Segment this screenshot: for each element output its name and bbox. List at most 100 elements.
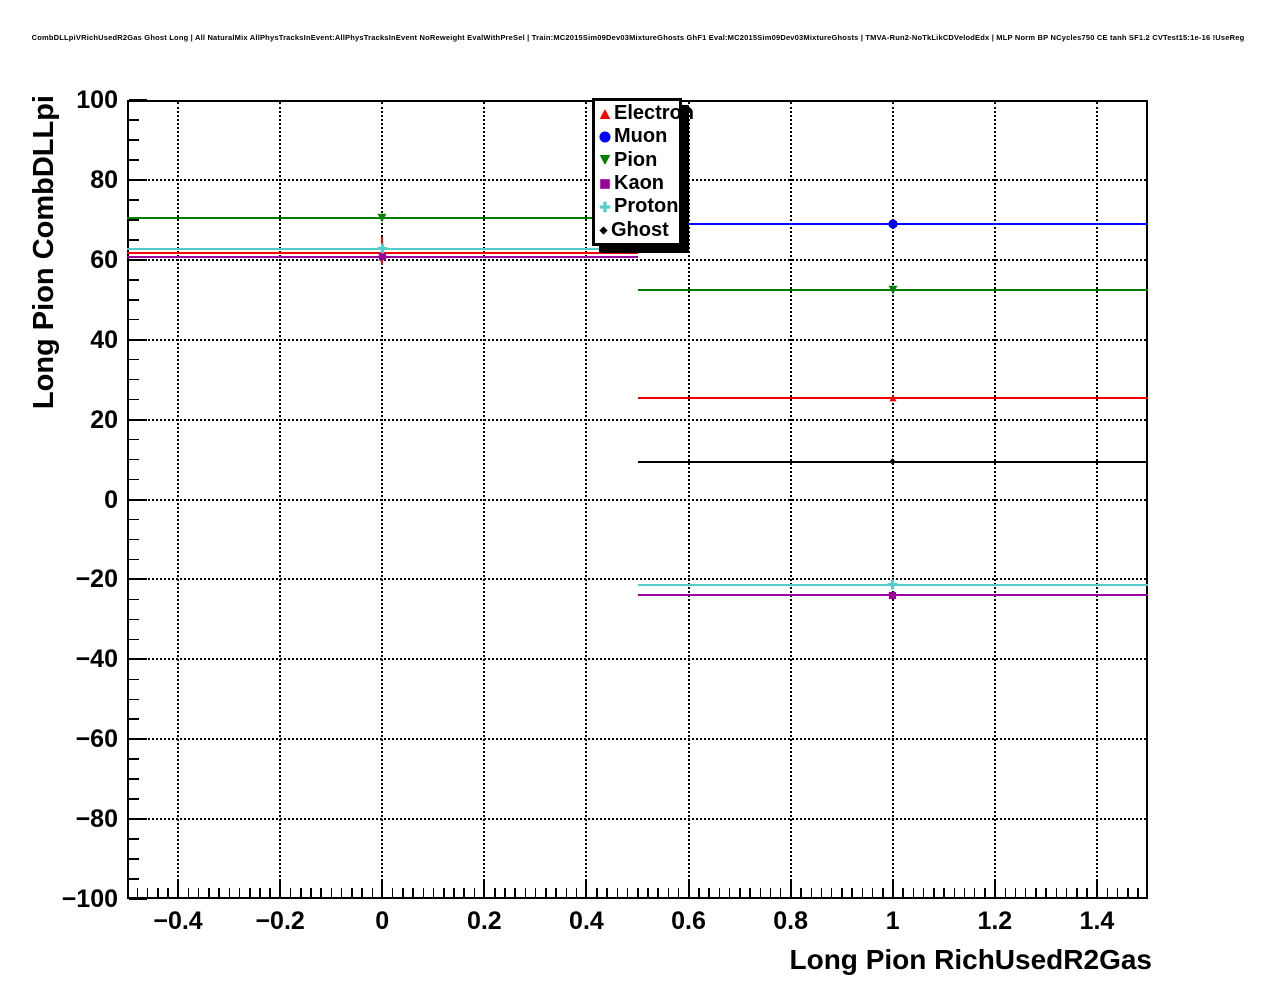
y-tick-label: −20 <box>75 565 118 594</box>
triangle-down-icon <box>599 154 611 166</box>
x-minor-tick <box>861 888 864 897</box>
x-minor-tick <box>208 888 210 897</box>
x-minor-tick <box>933 888 935 897</box>
x-minor-tick <box>310 888 312 897</box>
y-minor-tick <box>129 159 139 161</box>
y-minor-tick <box>129 538 139 541</box>
x-minor-tick <box>728 888 731 897</box>
x-minor-tick <box>1024 888 1027 897</box>
y-minor-tick <box>129 778 139 780</box>
x-minor-tick <box>922 888 925 897</box>
x-tick-label: 0.6 <box>671 907 706 935</box>
x-minor-tick <box>463 888 465 897</box>
x-minor-tick <box>830 888 833 897</box>
x-minor-tick <box>1076 888 1078 897</box>
y-gridline <box>129 738 1146 741</box>
y-major-tick <box>129 99 147 101</box>
y-gridline <box>129 818 1146 821</box>
legend-item-kaon: Kaon <box>595 172 679 195</box>
x-minor-tick <box>514 888 516 897</box>
diamond-icon <box>599 226 608 235</box>
legend-item-muon: Muon <box>595 125 679 148</box>
legend-item-pion: Pion <box>595 149 679 172</box>
x-minor-tick <box>136 888 139 897</box>
y-minor-tick <box>129 718 139 720</box>
y-gridline <box>129 258 1146 261</box>
x-minor-tick <box>320 888 322 897</box>
legend-item-electron: Electron <box>595 102 694 125</box>
x-minor-tick <box>1106 888 1109 897</box>
x-minor-tick <box>973 888 976 897</box>
x-minor-tick <box>677 888 680 897</box>
x-minor-tick <box>626 888 629 897</box>
x-tick-label: 1 <box>885 907 900 935</box>
y-minor-tick <box>129 318 139 321</box>
y-minor-tick <box>129 618 139 621</box>
y-gridline <box>129 338 1146 341</box>
y-gridline <box>129 498 1146 501</box>
x-minor-tick <box>259 888 261 897</box>
legend-label: Pion <box>614 148 658 171</box>
x-minor-tick <box>187 888 190 897</box>
x-minor-tick <box>412 888 414 897</box>
y-gridline <box>129 578 1146 581</box>
y-tick-label: 100 <box>76 86 118 114</box>
x-tick-label: 1.4 <box>1079 907 1115 935</box>
y-minor-tick <box>129 398 139 401</box>
x-minor-tick <box>228 888 231 897</box>
x-minor-tick <box>218 888 220 897</box>
x-minor-tick <box>545 888 547 897</box>
x-minor-tick <box>340 888 343 897</box>
x-minor-tick <box>871 888 874 897</box>
x-minor-tick <box>943 888 945 897</box>
y-minor-tick <box>129 239 139 241</box>
series-marker-muon <box>888 219 898 229</box>
x-major-tick <box>1095 879 1098 897</box>
legend-label: Muon <box>614 125 668 148</box>
x-tick-label: 0 <box>375 907 390 935</box>
series-marker-pion <box>888 285 898 295</box>
x-minor-tick <box>167 888 169 897</box>
y-minor-tick <box>129 698 139 700</box>
y-minor-tick <box>129 438 139 441</box>
x-minor-tick <box>443 888 445 897</box>
x-major-tick <box>891 879 894 897</box>
x-minor-tick <box>300 888 302 897</box>
x-minor-tick <box>269 888 271 897</box>
y-minor-tick <box>129 878 139 880</box>
legend-item-proton: Proton <box>595 195 679 218</box>
x-minor-tick <box>1116 888 1119 897</box>
series-marker-kaon <box>888 591 897 600</box>
y-tick-label: 20 <box>90 405 118 434</box>
y-minor-tick <box>129 798 139 800</box>
x-minor-tick <box>984 888 986 897</box>
y-minor-tick <box>129 558 139 561</box>
x-minor-tick <box>351 888 353 897</box>
series-marker-ghost <box>889 458 896 465</box>
x-minor-tick <box>820 888 823 897</box>
x-minor-tick <box>841 888 843 897</box>
x-tick-label: 0.4 <box>569 907 604 935</box>
y-minor-tick <box>129 458 139 461</box>
y-minor-tick <box>129 139 139 141</box>
y-major-tick <box>129 578 147 581</box>
x-axis-title: Long Pion RichUsedR2Gas <box>789 944 1153 975</box>
x-minor-tick <box>759 888 762 897</box>
y-gridline <box>129 418 1146 421</box>
x-minor-tick <box>769 888 772 897</box>
x-major-tick <box>483 879 486 897</box>
x-minor-tick <box>197 888 200 897</box>
x-minor-tick <box>402 888 404 897</box>
series-marker-pion <box>377 213 387 223</box>
y-major-tick <box>129 658 147 661</box>
legend-label: Kaon <box>614 172 664 195</box>
series-marker-proton <box>887 579 898 590</box>
x-minor-tick <box>647 888 649 897</box>
x-minor-tick <box>238 888 241 897</box>
x-minor-tick <box>575 888 578 897</box>
x-minor-tick <box>361 888 363 897</box>
y-tick-label: 80 <box>90 165 118 194</box>
x-tick-label: −0.2 <box>255 907 305 935</box>
x-minor-tick <box>157 888 159 897</box>
